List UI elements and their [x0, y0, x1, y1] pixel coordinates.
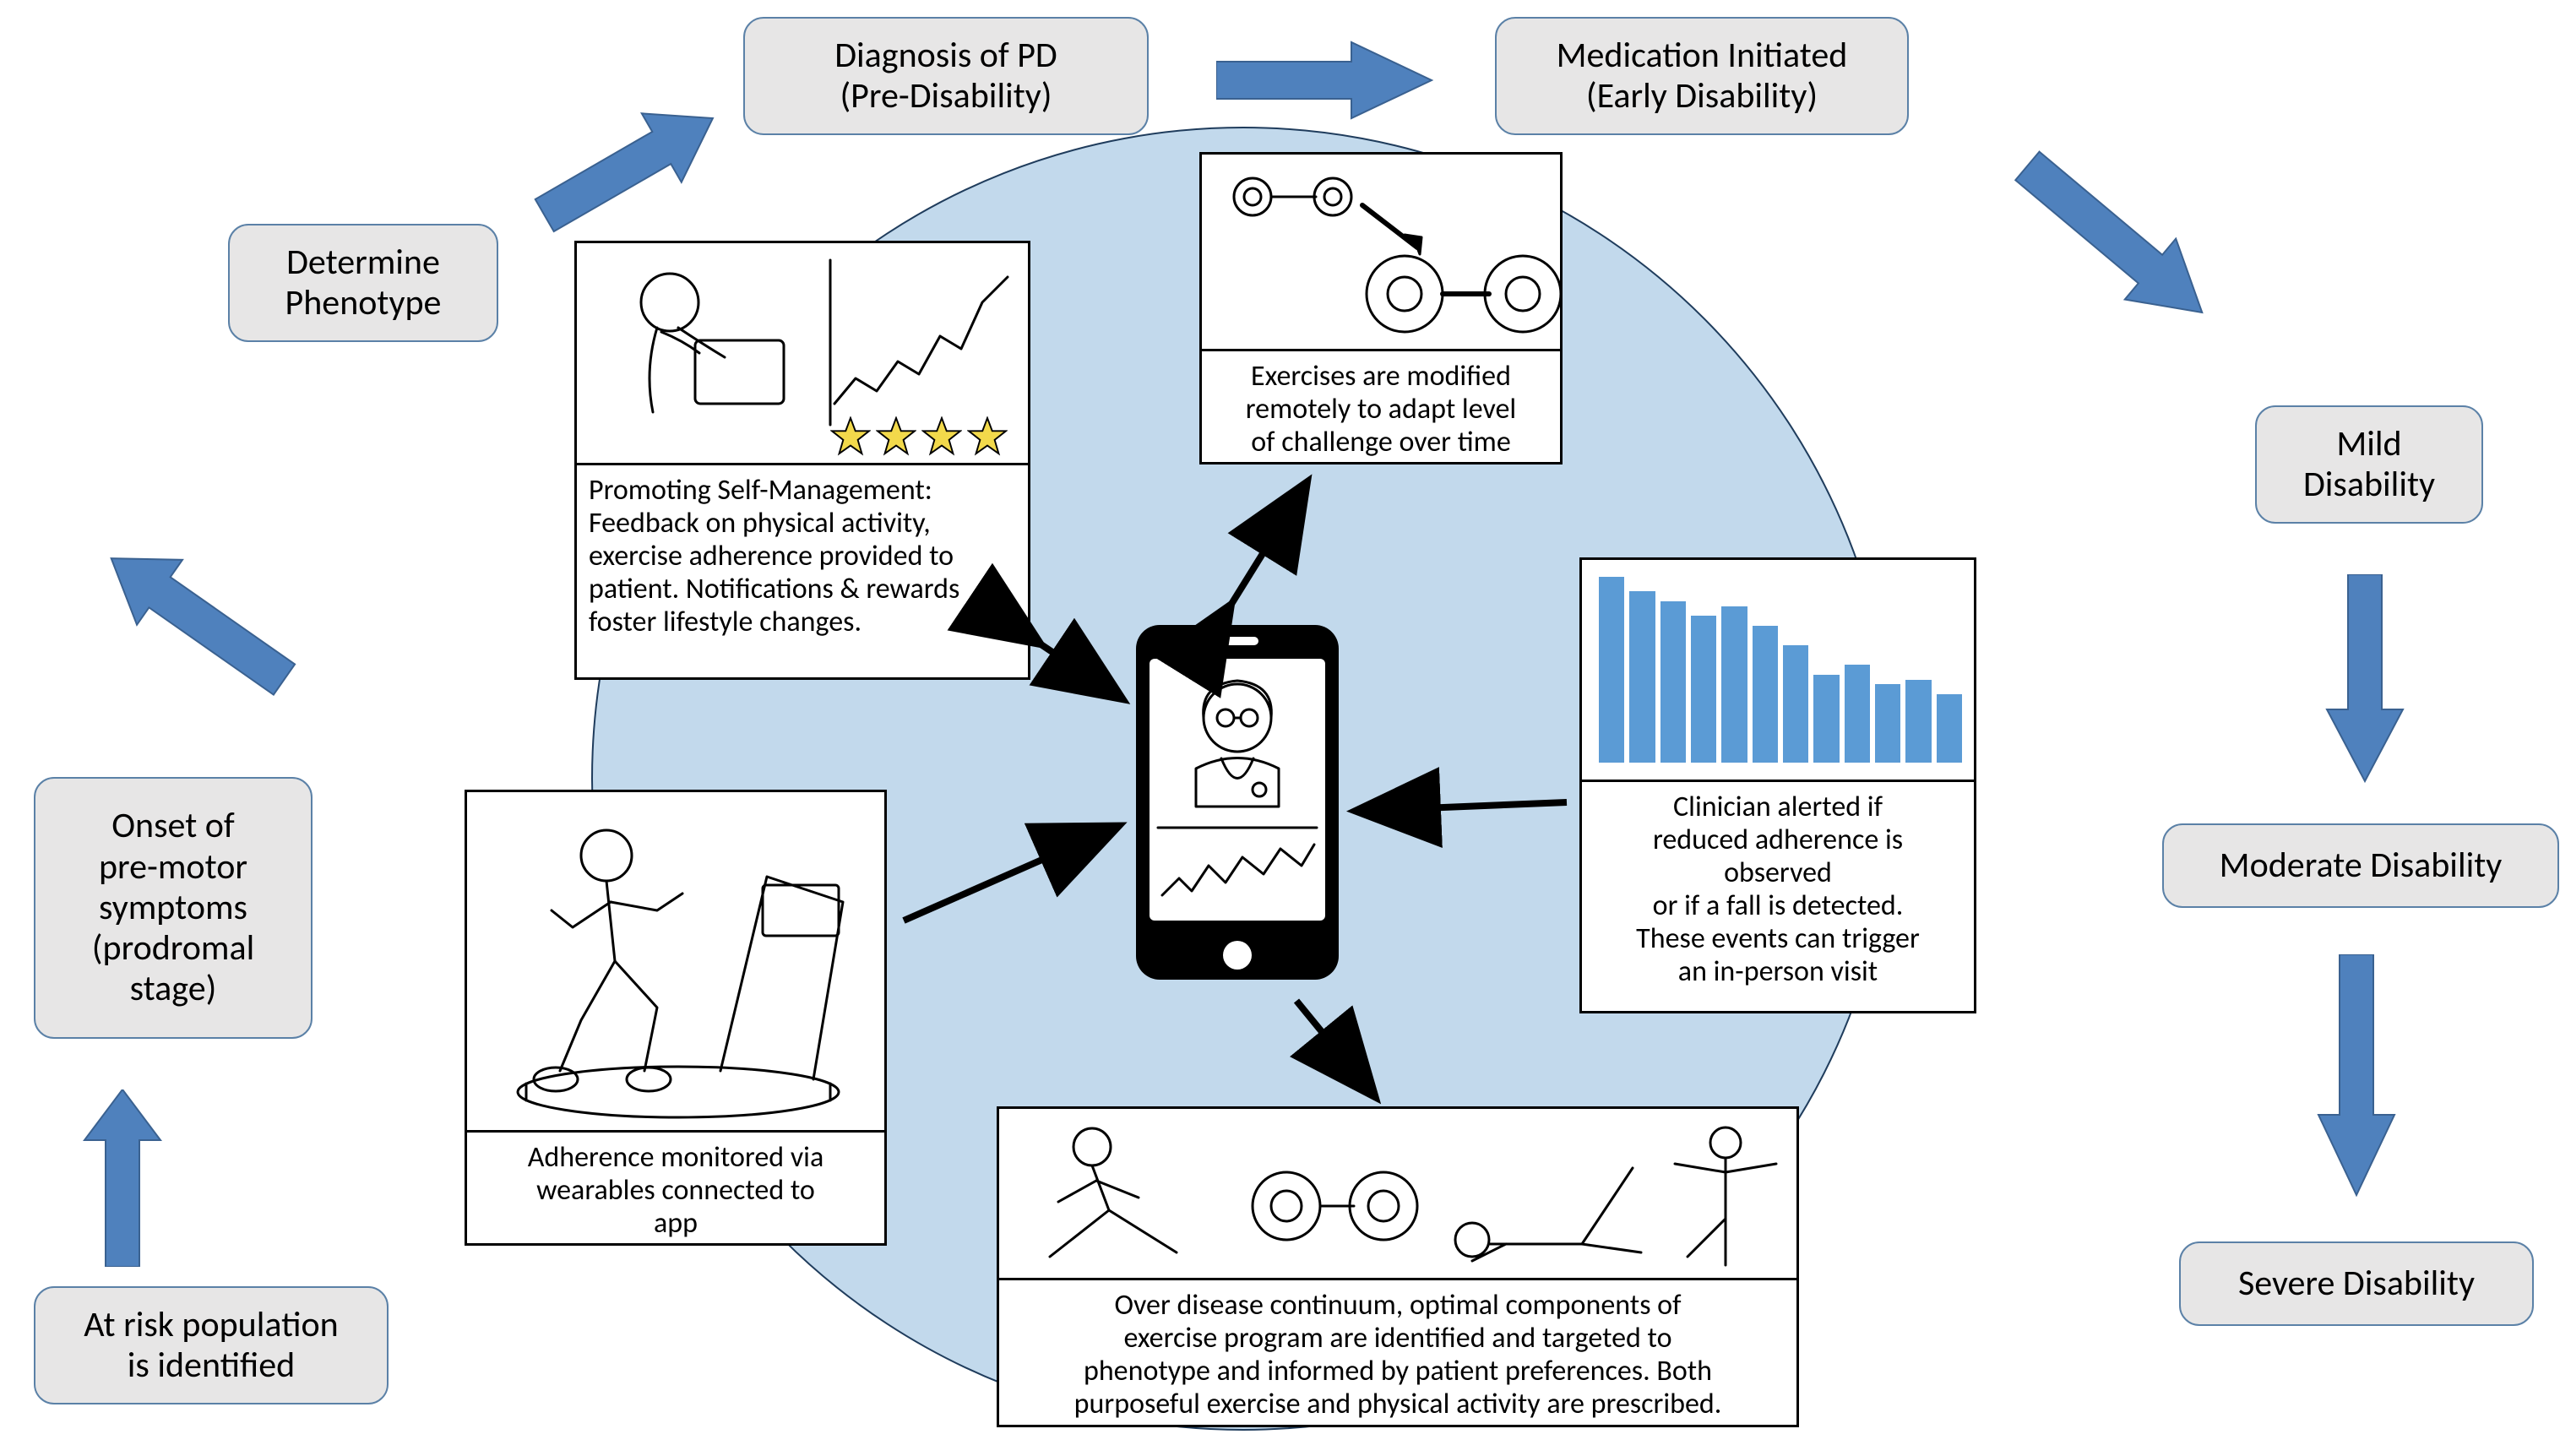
inner-arrows [0, 0, 2560, 1456]
